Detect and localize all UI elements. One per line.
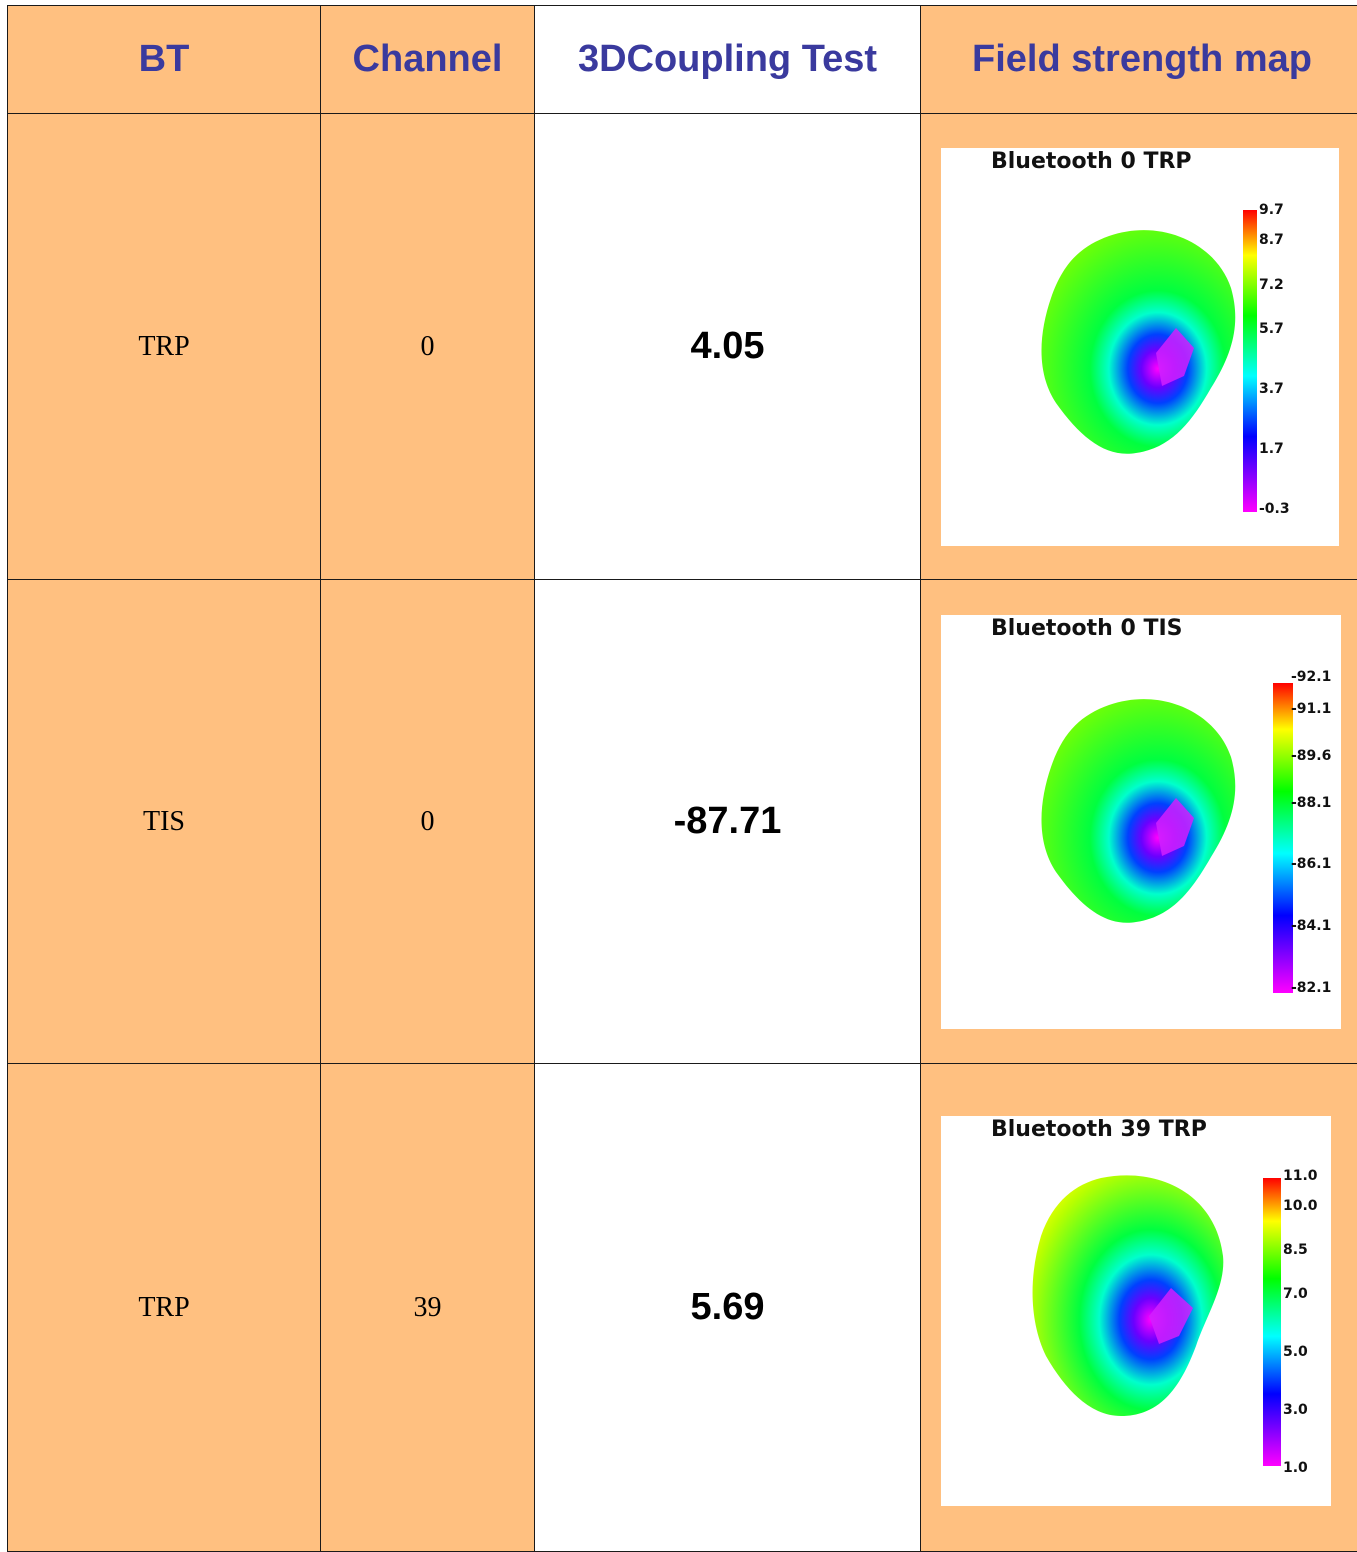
results-table: BT Channel 3DCoupling Test Field strengt… [7,5,1357,1552]
scale-label: 7.2 [1259,277,1284,293]
scale-label: 8.5 [1283,1242,1308,1258]
row-result: 5.69 [535,1064,921,1552]
table-row: TRP 0 4.05 [8,114,1357,580]
row-channel: 0 [321,580,535,1064]
scale-label: 1.0 [1283,1460,1308,1476]
scale-label: -0.3 [1259,501,1290,517]
row-type: TRP [8,1064,321,1552]
row-type: TIS [8,580,321,1064]
row-channel: 0 [321,114,535,580]
header-coupling-test: 3DCoupling Test [535,6,921,114]
pattern-shape [1041,699,1235,923]
header-channel: Channel [321,6,535,114]
row-type: TRP [8,114,321,580]
header-row: BT Channel 3DCoupling Test Field strengt… [8,6,1357,114]
radiation-pattern-plot: Bluetooth 0 TRP 9.7 8.7 7.2 5.7 3.7 1.7 … [941,148,1339,546]
scale-label: -82.1 [1291,980,1331,996]
scale-label: 1.7 [1259,441,1284,457]
field-map-cell: Bluetooth 0 TRP 9.7 8.7 7.2 5.7 3.7 1.7 … [921,114,1357,580]
map-title: Bluetooth 0 TIS [991,616,1182,641]
field-strength-map: Bluetooth 0 TIS -92.1 -91.1 -89.6 -88.1 … [941,615,1341,1029]
radiation-pattern-plot: Bluetooth 0 TIS -92.1 -91.1 -89.6 -88.1 … [941,615,1341,1029]
row-result: 4.05 [535,114,921,580]
pattern-shape [1033,1175,1224,1416]
color-scale-bar [1263,1178,1281,1466]
color-scale-bar [1243,210,1257,512]
scale-label: 3.7 [1259,381,1284,397]
color-scale-labels: -92.1 -91.1 -89.6 -88.1 -86.1 -84.1 -82.… [1291,669,1331,996]
scale-label: 5.0 [1283,1344,1308,1360]
header-bt: BT [8,6,321,114]
header-field-strength-map: Field strength map [921,6,1357,114]
scale-label: 3.0 [1283,1402,1308,1418]
map-title: Bluetooth 39 TRP [991,1117,1207,1142]
field-strength-map: Bluetooth 0 TRP 9.7 8.7 7.2 5.7 3.7 1.7 … [941,148,1339,546]
scale-label: 9.7 [1259,202,1284,218]
row-channel: 39 [321,1064,535,1552]
field-map-cell: Bluetooth 0 TIS -92.1 -91.1 -89.6 -88.1 … [921,580,1357,1064]
scale-label: 5.7 [1259,321,1284,337]
scale-label: -84.1 [1291,918,1331,934]
table-row: TIS 0 -87.71 [8,580,1357,1064]
field-strength-map: Bluetooth 39 TRP 11.0 10.0 8.5 7.0 5.0 3… [941,1116,1331,1506]
color-scale-labels: 9.7 8.7 7.2 5.7 3.7 1.7 -0.3 [1259,202,1290,517]
field-map-cell: Bluetooth 39 TRP 11.0 10.0 8.5 7.0 5.0 3… [921,1064,1357,1552]
scale-label: 7.0 [1283,1286,1308,1302]
color-scale-bar [1273,683,1293,993]
scale-label: -91.1 [1291,701,1331,717]
scale-label: 8.7 [1259,232,1284,248]
scale-label: -92.1 [1291,669,1331,685]
pattern-shape [1041,230,1235,454]
table-row: TRP 39 5.69 [8,1064,1357,1552]
radiation-pattern-plot: Bluetooth 39 TRP 11.0 10.0 8.5 7.0 5.0 3… [941,1116,1331,1506]
scale-label: 10.0 [1283,1198,1318,1214]
row-result: -87.71 [535,580,921,1064]
map-title: Bluetooth 0 TRP [991,149,1192,174]
scale-label: -86.1 [1291,856,1331,872]
scale-label: 11.0 [1283,1168,1318,1184]
scale-label: -89.6 [1291,748,1331,764]
scale-label: -88.1 [1291,795,1331,811]
color-scale-labels: 11.0 10.0 8.5 7.0 5.0 3.0 1.0 [1283,1168,1318,1476]
